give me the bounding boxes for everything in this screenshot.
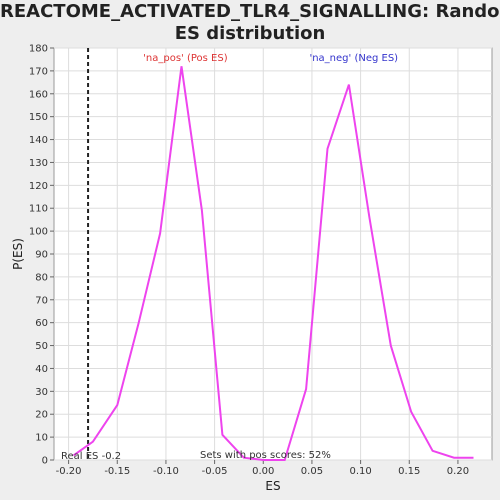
y-tick-label: 50 <box>35 341 48 352</box>
x-tick-label: 0.20 <box>447 466 469 477</box>
x-tick-label: -0.10 <box>153 466 179 477</box>
y-tick-label: 60 <box>35 318 48 329</box>
x-tick-label: -0.05 <box>202 466 228 477</box>
y-tick-label: 40 <box>35 364 48 375</box>
x-tick-label: -0.15 <box>104 466 130 477</box>
y-tick-label: 0 <box>42 456 48 467</box>
y-tick-label: 20 <box>35 410 48 421</box>
pos-es-annotation: 'na_pos' (Pos ES) <box>143 53 228 64</box>
real-es-annotation: Real ES -0.2 <box>61 451 121 462</box>
y-tick-label: 100 <box>29 227 48 238</box>
x-tick-label: 0.05 <box>301 466 323 477</box>
y-tick-label: 70 <box>35 295 48 306</box>
y-tick-label: 110 <box>29 204 48 215</box>
y-tick-label: 120 <box>29 181 48 192</box>
y-tick-label: 140 <box>29 135 48 146</box>
y-axis-label: P(ES) <box>11 238 25 270</box>
y-axis: 0 10 20 30 40 50 60 70 80 90 100 110 120 130 140 150 160… <box>29 44 54 467</box>
y-tick-label: 160 <box>29 89 48 100</box>
x-tick-label: 0.00 <box>252 466 274 477</box>
y-tick-label: 150 <box>29 112 48 123</box>
y-tick-label: 170 <box>29 66 48 77</box>
x-axis-label: ES <box>265 479 280 493</box>
y-tick-label: 10 <box>35 433 48 444</box>
y-tick-label: 180 <box>29 44 48 55</box>
grid <box>54 47 492 461</box>
neg-es-annotation: 'na_neg' (Neg ES) <box>309 53 398 64</box>
chart-title-line-1: REACTOME_ACTIVATED_TLR4_SIGNALLING: Rand… <box>0 1 500 22</box>
x-tick-label: -0.20 <box>56 466 82 477</box>
series-line <box>72 66 474 461</box>
x-tick-label: 0.15 <box>398 466 420 477</box>
x-axis: -0.20 -0.15 -0.10 -0.05 0.00 0.05 0.10 0.15 0.20 <box>56 460 469 477</box>
y-tick-label: 90 <box>35 250 48 261</box>
y-tick-label: 80 <box>35 272 48 283</box>
x-tick-label: 0.10 <box>349 466 371 477</box>
y-tick-label: 30 <box>35 387 48 398</box>
chart-title-line-2: ES distribution <box>174 23 326 44</box>
y-tick-label: 130 <box>29 158 48 169</box>
pos-scores-annotation: Sets with pos scores: 52% <box>200 450 331 461</box>
